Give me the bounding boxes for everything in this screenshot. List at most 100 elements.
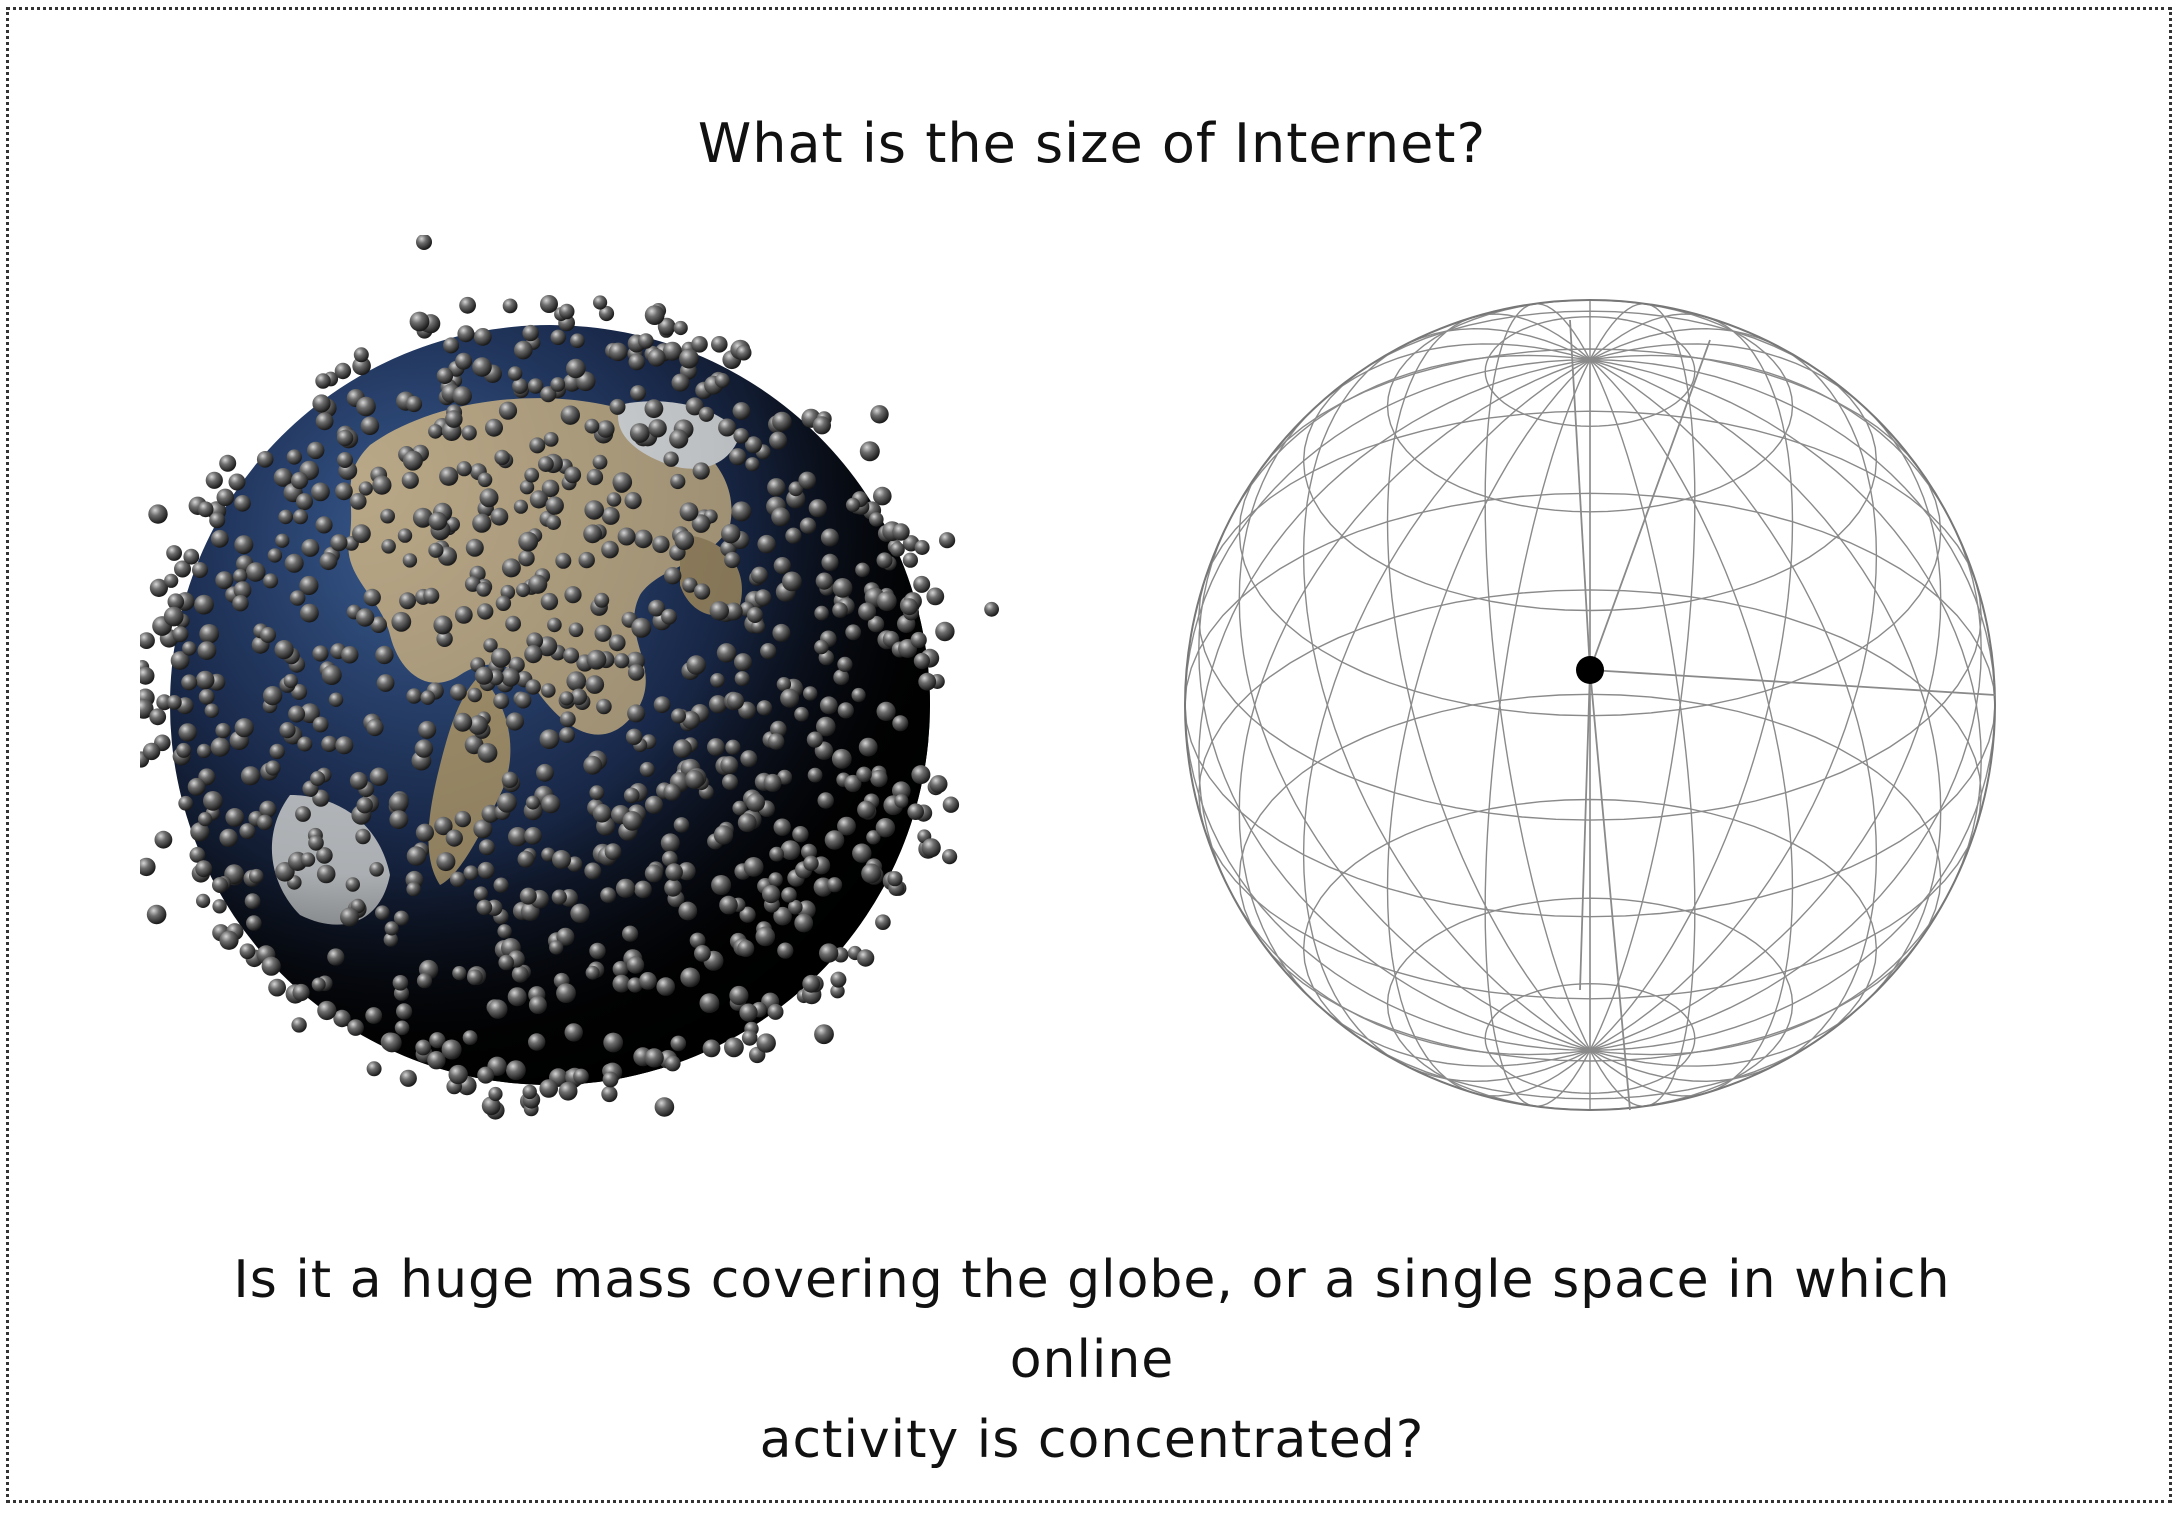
network-node	[707, 738, 725, 756]
network-node	[559, 727, 575, 743]
network-node	[733, 428, 749, 444]
network-node	[288, 705, 306, 723]
network-node	[773, 557, 791, 575]
network-node	[456, 461, 472, 477]
network-node	[911, 765, 931, 785]
network-node	[738, 701, 756, 720]
network-node	[416, 973, 433, 989]
network-node	[381, 539, 396, 554]
network-node	[739, 1003, 758, 1022]
network-node	[525, 679, 541, 695]
network-node	[892, 781, 911, 800]
network-node	[694, 945, 711, 962]
network-node	[445, 410, 463, 428]
network-node	[669, 429, 689, 449]
network-node	[474, 666, 494, 685]
network-node	[550, 329, 566, 345]
network-node	[776, 677, 792, 692]
network-node	[541, 479, 560, 498]
network-node	[870, 405, 889, 424]
network-node	[219, 930, 239, 950]
network-node	[833, 669, 850, 686]
network-node	[671, 708, 686, 724]
network-node	[428, 424, 443, 439]
network-node	[501, 668, 520, 687]
network-node	[559, 303, 575, 320]
network-node	[483, 638, 498, 653]
network-node	[453, 712, 473, 732]
network-node	[319, 552, 338, 571]
network-node	[406, 688, 422, 704]
network-node	[767, 478, 786, 497]
network-node	[166, 695, 182, 710]
network-node	[541, 794, 561, 814]
network-node	[209, 512, 226, 529]
network-node	[293, 509, 308, 525]
network-node	[433, 615, 453, 635]
network-node	[644, 399, 664, 419]
network-node	[782, 571, 802, 592]
network-node	[559, 691, 574, 706]
network-node	[527, 378, 544, 394]
network-node	[622, 925, 639, 942]
network-node	[300, 703, 320, 724]
network-node	[473, 819, 493, 839]
network-node	[771, 507, 791, 527]
network-node	[465, 538, 484, 557]
network-node	[644, 1048, 664, 1068]
slide-caption: Is it a huge mass covering the globe, or…	[150, 1240, 2034, 1480]
network-node	[929, 775, 948, 794]
network-node	[785, 527, 802, 544]
network-node	[858, 602, 877, 621]
network-node	[189, 847, 206, 863]
network-node	[851, 687, 866, 703]
network-node	[654, 1097, 675, 1117]
network-node	[291, 684, 308, 700]
network-node	[457, 325, 475, 343]
wire-line	[1589, 359, 1982, 1056]
network-node	[488, 999, 508, 1019]
network-node	[541, 683, 556, 698]
wire-line	[1569, 319, 1591, 671]
network-node	[481, 1096, 501, 1116]
network-node	[454, 810, 471, 828]
network-node	[194, 594, 214, 615]
network-node	[593, 295, 608, 310]
network-node	[624, 492, 642, 510]
network-node	[558, 1081, 578, 1101]
network-node	[867, 615, 885, 633]
network-node	[414, 739, 434, 758]
network-node	[763, 773, 782, 792]
network-node	[832, 578, 853, 598]
network-node	[370, 616, 387, 633]
network-node	[215, 722, 231, 739]
network-node	[182, 641, 197, 656]
network-node	[300, 852, 316, 867]
network-node	[468, 715, 488, 735]
network-node	[555, 552, 572, 569]
network-node	[366, 718, 384, 737]
network-node	[627, 664, 645, 681]
wire-line	[1589, 359, 1696, 1108]
network-node	[756, 1033, 776, 1053]
wire-line	[1589, 327, 1878, 1051]
network-node	[388, 792, 409, 813]
network-node	[623, 787, 640, 804]
network-node	[876, 591, 897, 611]
network-node	[463, 865, 479, 881]
wireframe-lines	[1184, 299, 1996, 1111]
network-node	[234, 495, 251, 512]
network-node	[353, 347, 369, 363]
network-node	[777, 942, 794, 959]
network-node	[399, 592, 417, 610]
network-node	[505, 712, 524, 731]
network-node	[286, 449, 302, 465]
network-node	[657, 317, 676, 336]
network-node	[393, 910, 409, 926]
network-node	[788, 481, 804, 497]
network-node	[275, 533, 290, 548]
network-node	[536, 763, 554, 782]
network-node	[187, 777, 206, 796]
network-node	[768, 872, 783, 887]
network-node	[644, 795, 664, 814]
